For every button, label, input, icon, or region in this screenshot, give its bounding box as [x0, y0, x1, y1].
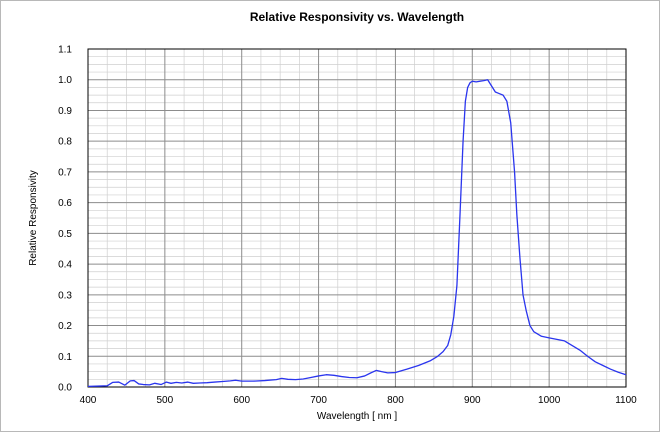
x-tick-label: 900: [464, 395, 481, 406]
minor-grid: [88, 49, 626, 387]
series-line: [87, 79, 627, 388]
y-tick-label: 0.0: [58, 383, 72, 394]
y-tick-label: 0.1: [58, 352, 72, 363]
y-tick-label: 0.6: [58, 198, 72, 209]
y-tick-label: 1.0: [58, 75, 72, 86]
x-tick-label: 600: [233, 395, 250, 406]
y-tick-label: 1.1: [58, 45, 72, 56]
chart-title: Relative Responsivity vs. Wavelength: [250, 10, 464, 24]
y-tick-labels: 0.0 0.1 0.2 0.3 0.4 0.5 0.6 0.7 0.8 0.9 1.0 1.1: [58, 45, 72, 394]
major-grid: [88, 49, 626, 387]
y-tick-label: 0.7: [58, 167, 72, 178]
x-tick-label: 400: [80, 395, 97, 406]
y-tick-label: 0.4: [58, 260, 72, 271]
x-tick-label: 700: [310, 395, 327, 406]
x-axis-label: Wavelength [ nm ]: [317, 411, 397, 422]
x-tick-labels: 400 500 600 700 800 900 1000 1100: [80, 395, 638, 406]
y-tick-label: 0.2: [58, 321, 72, 332]
plot-border: [87, 48, 627, 388]
y-axis-label: Relative Responsivity: [28, 170, 39, 266]
y-tick-label: 0.8: [58, 137, 72, 148]
x-tick-label: 1100: [615, 395, 637, 406]
x-tick-label: 500: [157, 395, 174, 406]
y-tick-label: 0.5: [58, 229, 72, 240]
x-tick-label: 1000: [538, 395, 561, 406]
y-tick-label: 0.9: [58, 106, 72, 117]
x-tick-label: 800: [387, 395, 404, 406]
y-tick-label: 0.3: [58, 290, 72, 301]
